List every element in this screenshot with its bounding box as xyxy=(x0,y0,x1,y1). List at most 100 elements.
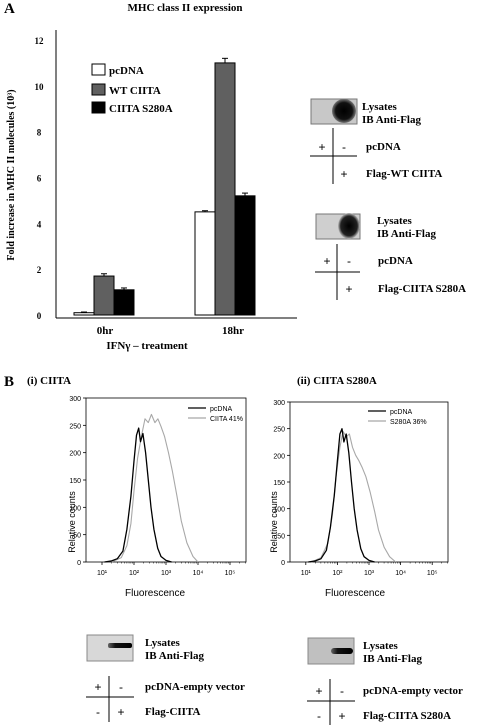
panel-a-label: A xyxy=(4,1,15,17)
western-blot-b2: Lysates IB Anti-Flag + - pcDNA-empty vec… xyxy=(307,637,463,725)
x-tick-label: 0hr xyxy=(97,325,114,337)
hist2-ylabel: Relative counts xyxy=(269,491,279,553)
blot-band xyxy=(108,643,132,648)
chart-a-title: MHC class II expression xyxy=(128,2,243,14)
blot-caption-lysates: Lysates xyxy=(377,215,413,227)
bar-wt-ciita-18hr xyxy=(214,62,236,316)
cell-plus: + xyxy=(318,140,325,154)
y-tick-label: 300 xyxy=(69,396,81,403)
cell-plus: + xyxy=(345,282,352,296)
blot-caption-lysates: Lysates xyxy=(145,637,181,649)
y-tick-label: 200 xyxy=(273,453,285,460)
hist2-xlabel: Fluorescence xyxy=(325,588,385,599)
chart-a-ylabel: Fold increase in MHC II molecules (10³) xyxy=(6,89,17,260)
legend-label: CIITA 41% xyxy=(210,416,243,423)
y-tick-label: 50 xyxy=(73,533,81,540)
blot-band xyxy=(338,213,360,239)
row-label-flag: Flag-CIITA xyxy=(145,706,200,718)
bar-pcdna-18hr xyxy=(194,211,216,316)
x-tick-label: 10⁵ xyxy=(225,570,236,577)
y-tick-label: 50 xyxy=(277,533,285,540)
blot-band xyxy=(331,648,353,654)
legend-label-pcdna: pcDNA xyxy=(109,65,144,77)
y-tick-label: 150 xyxy=(273,480,285,487)
bar-ciita-s280a-0hr xyxy=(113,289,135,316)
blot-caption-ib: IB Anti-Flag xyxy=(145,650,204,662)
legend-swatch-pcdna xyxy=(91,63,106,76)
panel-b-label: B xyxy=(4,374,14,390)
x-tick-label: 10³ xyxy=(161,570,172,577)
western-blot-a1: Lysates IB Anti-Flag + - pcDNA + Flag-WT… xyxy=(310,98,442,184)
y-tick-label: 100 xyxy=(273,507,285,514)
y-tick-label: 4 xyxy=(37,219,42,229)
chart-a-legend: pcDNA WT CIITA CIITA S280A xyxy=(91,63,173,115)
legend-label-s280a: CIITA S280A xyxy=(109,103,173,115)
x-tick-label: 10⁴ xyxy=(193,570,204,577)
legend-label: pcDNA xyxy=(210,406,233,413)
y-tick-label: 6 xyxy=(37,174,42,184)
x-tick-label: 18hr xyxy=(222,325,244,337)
cell-plus: + xyxy=(315,684,322,698)
cell-minus: - xyxy=(347,254,351,268)
y-tick-label: 250 xyxy=(273,427,285,434)
series-line-pcdna xyxy=(308,428,375,563)
x-tick-label: 10² xyxy=(129,570,140,577)
row-label-pcdna: pcDNA xyxy=(378,255,413,267)
row-label-flag: Flag-CIITA S280A xyxy=(363,710,451,722)
blot-band xyxy=(332,99,356,123)
row-label-pcdna: pcDNA xyxy=(366,141,401,153)
x-tick-label: 10² xyxy=(332,570,343,577)
hist1-ylabel: Relative counts xyxy=(67,491,77,553)
bar-pcdna-0hr xyxy=(73,312,95,316)
blot-caption-ib: IB Anti-Flag xyxy=(363,653,422,665)
plot-frame xyxy=(289,401,449,563)
histogram-ciita: 0 50 100 150 200 250 300 10¹ 10² 10³ 10⁴ 10⁵ pcDNA CI… xyxy=(69,396,247,577)
y-tick-label: 300 xyxy=(273,400,285,407)
y-tick-label: 0 xyxy=(77,560,81,567)
legend-swatch-wt xyxy=(91,83,106,96)
cell-plus: + xyxy=(94,680,101,694)
y-tick-label: 150 xyxy=(69,478,81,485)
blot-caption-ib: IB Anti-Flag xyxy=(377,228,436,240)
chart-a-xlabel: IFNγ – treatment xyxy=(106,340,188,352)
row-label-flag: Flag-WT CIITA xyxy=(366,168,442,180)
cell-minus: - xyxy=(119,680,123,694)
legend-swatch-s280a xyxy=(91,101,106,114)
y-tick-label: 12 xyxy=(35,36,45,46)
hist2-title: (ii) CIITA S280A xyxy=(297,375,377,387)
y-tick-label: 8 xyxy=(37,128,42,138)
row-label-vector: pcDNA-empty vector xyxy=(363,685,463,697)
cell-minus: - xyxy=(96,705,100,719)
y-tick-label: 0 xyxy=(281,560,285,567)
y-tick-label: 250 xyxy=(69,423,81,430)
y-tick-label: 200 xyxy=(69,451,81,458)
bar-ciita-s280a-18hr xyxy=(234,195,256,316)
x-tick-label: 10¹ xyxy=(301,570,312,577)
x-tick-label: 10³ xyxy=(364,570,375,577)
hist1-xlabel: Fluorescence xyxy=(125,588,185,599)
row-label-vector: pcDNA-empty vector xyxy=(145,681,245,693)
cell-plus: + xyxy=(340,167,347,181)
blot-caption-lysates: Lysates xyxy=(363,640,399,652)
western-blot-b1: Lysates IB Anti-Flag + - pcDNA-empty vec… xyxy=(86,634,245,722)
western-blot-a2: Lysates IB Anti-Flag + - pcDNA + Flag-CI… xyxy=(315,213,466,300)
legend-label: pcDNA xyxy=(390,409,413,416)
y-tick-label: 10 xyxy=(35,82,45,92)
legend-label-wt: WT CIITA xyxy=(109,85,161,97)
blot-caption-lysates: Lysates xyxy=(362,101,398,113)
y-tick-label: 100 xyxy=(69,505,81,512)
histogram-s280a: 0 50 100 150 200 250 300 10¹ 10² 10³ 10⁴ 10⁵ pcDNA S2… xyxy=(273,400,449,577)
cell-minus: - xyxy=(340,684,344,698)
y-tick-label: 0 xyxy=(37,311,42,321)
x-tick-label: 10¹ xyxy=(97,570,108,577)
cell-minus: - xyxy=(342,140,346,154)
cell-plus: + xyxy=(323,254,330,268)
y-tick-label: 2 xyxy=(37,265,42,275)
bar-wt-ciita-0hr xyxy=(93,275,115,316)
x-tick-label: 10⁴ xyxy=(395,570,406,577)
cell-plus: + xyxy=(338,709,345,723)
series-line-ciita-41- xyxy=(111,413,199,563)
row-label-flag: Flag-CIITA S280A xyxy=(378,283,466,295)
x-tick-label: 10⁵ xyxy=(427,570,438,577)
